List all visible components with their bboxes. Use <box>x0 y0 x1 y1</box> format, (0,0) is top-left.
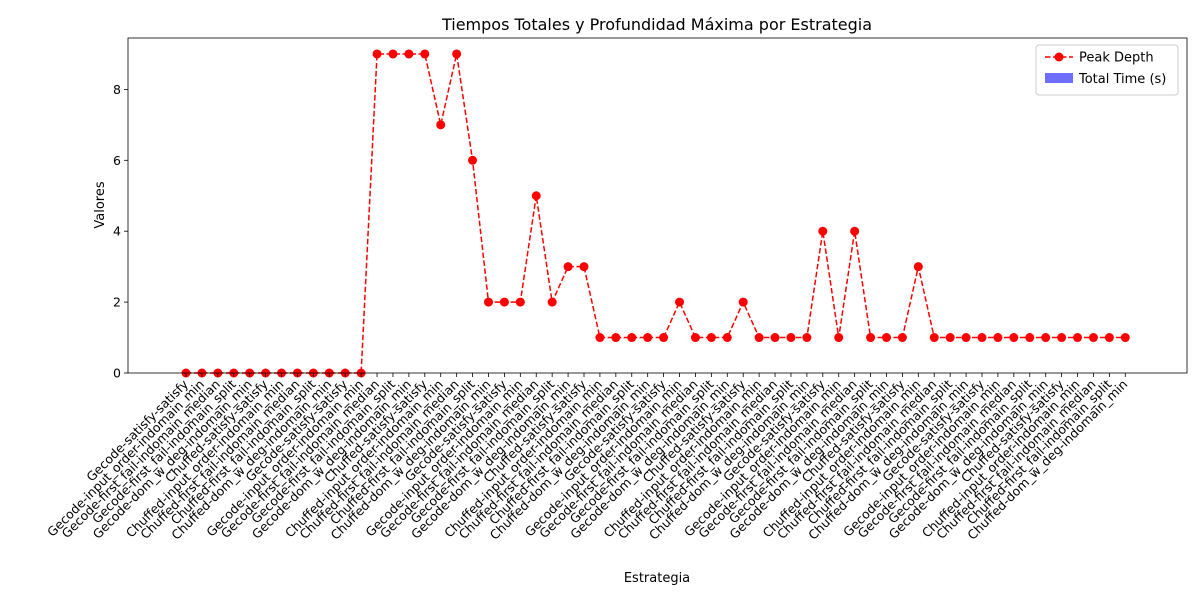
peak-depth-point <box>579 262 589 272</box>
peak-depth-point <box>1088 333 1098 343</box>
y-tick-label: 8 <box>113 82 121 97</box>
peak-depth-point <box>643 333 653 343</box>
peak-depth-point <box>818 226 828 236</box>
peak-depth-point <box>850 226 860 236</box>
peak-depth-point <box>388 49 398 59</box>
y-tick-label: 6 <box>113 153 121 168</box>
peak-depth-point <box>1120 333 1130 343</box>
peak-depth-point <box>1073 333 1083 343</box>
legend-bar-swatch <box>1045 73 1073 83</box>
peak-depth-point <box>738 297 748 307</box>
peak-depth-point <box>897 333 907 343</box>
plot-frame <box>127 37 1188 374</box>
y-tick-label: 4 <box>113 224 121 239</box>
peak-depth-point <box>595 333 605 343</box>
peak-depth-point <box>1041 333 1051 343</box>
y-tick-label: 2 <box>113 295 121 310</box>
legend-label-peak-depth: Peak Depth <box>1079 51 1154 66</box>
peak-depth-point <box>690 333 700 343</box>
x-axis-label: Estrategia <box>624 571 690 586</box>
peak-depth-point <box>802 333 812 343</box>
peak-depth-point <box>945 333 955 343</box>
peak-depth-point <box>786 333 796 343</box>
peak-depth-point <box>436 120 446 130</box>
peak-depth-point <box>866 333 876 343</box>
peak-depth-point <box>1025 333 1035 343</box>
y-tick-label: 0 <box>113 366 121 381</box>
peak-depth-point <box>372 49 382 59</box>
axes-layer: 02468Gecode-satisfy-satisfyGecode-input_… <box>44 37 1188 543</box>
peak-depth-point <box>483 297 493 307</box>
peak-depth-point <box>722 333 732 343</box>
peak-depth-point <box>1104 333 1114 343</box>
peak-depth-point <box>770 333 780 343</box>
peak-depth-point <box>499 297 509 307</box>
peak-depth-point <box>675 297 685 307</box>
legend-marker-swatch <box>1054 52 1064 62</box>
peak-depth-point <box>754 333 764 343</box>
peak-depth-point <box>993 333 1003 343</box>
peak-depth-point <box>913 262 923 272</box>
y-axis-label: Valores <box>93 181 108 228</box>
peak-depth-point <box>611 333 621 343</box>
peak-depth-point <box>547 297 557 307</box>
peak-depth-point <box>881 333 891 343</box>
peak-depth-point <box>706 333 716 343</box>
peak-depth-point <box>961 333 971 343</box>
peak-depth-point <box>468 155 478 165</box>
legend-label-total-time: Total Time (s) <box>1078 72 1166 87</box>
peak-depth-point <box>627 333 637 343</box>
peak-depth-point <box>659 333 669 343</box>
peak-depth-point <box>515 297 525 307</box>
peak-depth-point <box>563 262 573 272</box>
peak-depth-point <box>834 333 844 343</box>
peak-depth-point <box>977 333 987 343</box>
peak-depth-point <box>404 49 414 59</box>
peak-depth-point <box>420 49 430 59</box>
chart-title: Tiempos Totales y Profundidad Máxima por… <box>441 15 872 34</box>
peak-depth-point <box>1057 333 1067 343</box>
peak-depth-point <box>531 191 541 201</box>
peak-depth-point <box>452 49 462 59</box>
peak-depth-point <box>929 333 939 343</box>
peak-depth-point <box>1009 333 1019 343</box>
legend: Peak Depth Total Time (s) <box>1035 44 1179 96</box>
